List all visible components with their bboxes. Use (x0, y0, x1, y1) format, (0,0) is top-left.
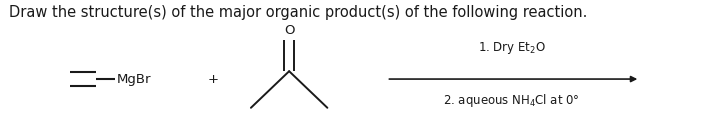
Text: O: O (284, 24, 295, 37)
Text: 2. aqueous NH$_4$Cl at 0$\degree$: 2. aqueous NH$_4$Cl at 0$\degree$ (443, 92, 580, 109)
Text: MgBr: MgBr (117, 73, 152, 86)
Text: +: + (207, 73, 218, 86)
Text: Draw the structure(s) of the major organic product(s) of the following reaction.: Draw the structure(s) of the major organ… (9, 5, 588, 20)
Text: 1. Dry Et$_2$O: 1. Dry Et$_2$O (478, 40, 546, 56)
